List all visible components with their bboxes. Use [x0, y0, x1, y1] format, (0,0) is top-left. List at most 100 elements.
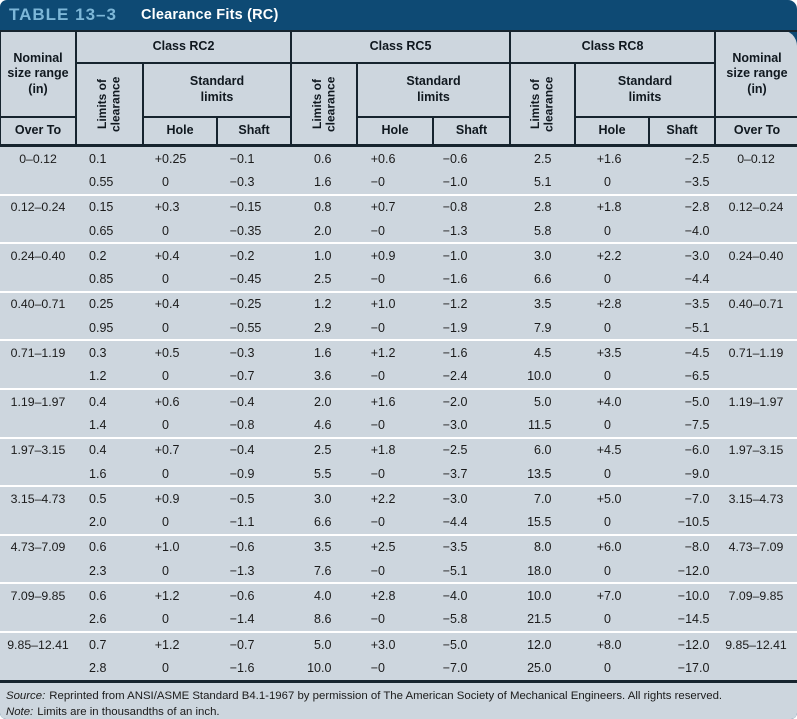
value-cell-rc5-clearance: 4.6 — [291, 413, 357, 436]
number: 0 — [604, 320, 611, 335]
number: 0 — [604, 223, 611, 238]
value-cell-rc5-shaft: −2.4 — [433, 365, 510, 388]
value-cell-rc5-hole: +2.8 — [357, 584, 433, 607]
number: −0.3 — [229, 174, 255, 189]
value-cell-rc8-hole: 0 — [575, 413, 649, 436]
number: −2.0 — [442, 394, 468, 409]
value-cell-rc5-clearance: 4.0 — [291, 584, 357, 607]
value-cell-rc8-clearance: 10.0 — [510, 365, 575, 388]
number: 0.4 — [89, 394, 107, 409]
number: 0.7 — [89, 637, 107, 652]
number: 0.85 — [89, 272, 114, 287]
number: −0 — [370, 174, 385, 189]
value-cell-rc2-hole: +0.4 — [143, 244, 217, 267]
value-cell-rc8-hole: 0 — [575, 462, 649, 485]
source-line: Source: Reprinted from ANSI/ASME Standard… — [6, 688, 789, 704]
range-right-cell: 0.40–0.71 — [728, 297, 784, 312]
number: 1.6 — [314, 346, 332, 361]
number: −0 — [370, 369, 385, 384]
value-cell-rc8-clearance: 5.8 — [510, 219, 575, 242]
number: −3.5 — [684, 174, 710, 189]
number: −1.0 — [442, 174, 468, 189]
value-cell-rc5-clearance: 8.6 — [291, 608, 357, 631]
value-cell-rc8-shaft: −3.0 — [649, 244, 715, 267]
number: 0 — [604, 612, 611, 627]
number: 1.4 — [89, 417, 107, 432]
value-cell-rc8-clearance: 7.0 — [510, 487, 575, 510]
value-cell-rc8-hole: 0 — [575, 510, 649, 533]
value-cell-rc5-shaft: −0.8 — [433, 196, 510, 219]
number: −7.0 — [442, 660, 468, 675]
table-footer: Source: Reprinted from ANSI/ASME Standard… — [0, 683, 797, 719]
number: 0.65 — [89, 223, 114, 238]
value-cell-rc2-shaft: −0.5 — [217, 487, 291, 510]
value-cell-rc8-shaft: −5.0 — [649, 390, 715, 413]
value-cell-rc8-shaft: −10.0 — [649, 584, 715, 607]
number: −3.7 — [442, 466, 468, 481]
number: 21.5 — [527, 612, 552, 627]
range-left-cell: 0.71–1.19 — [10, 346, 66, 361]
header-nominal-right-label: Nominal size range (in) — [726, 50, 788, 96]
number: 2.0 — [89, 515, 107, 530]
header-class-rc8: Class RC8 — [511, 32, 716, 64]
value-cell-rc2-shaft: −0.2 — [217, 244, 291, 267]
number: −17.0 — [677, 660, 710, 675]
value-cell-rc2-shaft: −0.3 — [217, 341, 291, 364]
number: −0 — [370, 417, 385, 432]
value-cell-rc5-clearance: 2.0 — [291, 390, 357, 413]
number: 0 — [604, 660, 611, 675]
value-cell-rc2-hole: 0 — [143, 365, 217, 388]
value-cell-rc5-hole: −0 — [357, 656, 433, 679]
number: 0 — [604, 466, 611, 481]
range-left-cell: 0.24–0.40 — [10, 248, 66, 263]
number: 0 — [604, 417, 611, 432]
number: +1.2 — [154, 588, 180, 603]
value-cell-rc5-hole: −0 — [357, 608, 433, 631]
value-cell-rc8-shaft: −8.0 — [649, 536, 715, 559]
number: 0.8 — [314, 200, 332, 215]
value-cell-rc5-hole: −0 — [357, 316, 433, 339]
value-cell-rc5-clearance: 2.9 — [291, 316, 357, 339]
number: −5.0 — [684, 394, 710, 409]
standard-limits-label: Standard limits — [617, 74, 673, 104]
header-over-to-left: Over To — [1, 118, 77, 144]
number: −0.25 — [229, 297, 262, 312]
range-right-cell: 0–0.12 — [737, 151, 775, 166]
number: +1.8 — [370, 443, 396, 458]
number: +2.8 — [596, 297, 622, 312]
value-cell-rc8-clearance: 8.0 — [510, 536, 575, 559]
number: 2.0 — [314, 394, 332, 409]
number: 0 — [162, 466, 169, 481]
value-cell-rc5-clearance: 3.0 — [291, 487, 357, 510]
number: +2.2 — [596, 248, 622, 263]
value-cell-rc8-clearance: 6.6 — [510, 267, 575, 290]
header-class-rc2: Class RC2 — [77, 32, 292, 64]
value-cell-rc5-hole: −0 — [357, 559, 433, 582]
value-cell-rc2-clearance: 0.6 — [76, 536, 143, 559]
value-cell-rc2-shaft: −0.8 — [217, 413, 291, 436]
value-cell-rc5-clearance: 0.6 — [291, 147, 357, 170]
range-left-cell: 1.19–1.97 — [10, 394, 66, 409]
number: −9.0 — [684, 466, 710, 481]
value-cell-rc2-clearance: 0.4 — [76, 439, 143, 462]
note-line: Note: Limits are in thousandths of an inc… — [6, 704, 789, 719]
number: 3.0 — [314, 491, 332, 506]
value-cell-rc5-shaft: −1.6 — [433, 267, 510, 290]
number: 1.6 — [314, 174, 332, 189]
number: +4.5 — [596, 443, 622, 458]
value-cell-rc8-clearance: 25.0 — [510, 656, 575, 679]
value-cell-rc8-shaft: −2.8 — [649, 196, 715, 219]
number: 0.6 — [89, 540, 107, 555]
number: +0.5 — [154, 346, 180, 361]
value-cell-rc5-shaft: −7.0 — [433, 656, 510, 679]
value-cell-rc5-hole: −0 — [357, 267, 433, 290]
value-cell-rc5-hole: +2.2 — [357, 487, 433, 510]
header-hole-rc5: Hole — [358, 118, 434, 144]
value-cell-rc5-hole: −0 — [357, 413, 433, 436]
number: −0.4 — [229, 443, 255, 458]
value-cell-rc5-clearance: 2.5 — [291, 267, 357, 290]
value-cell-rc2-clearance: 0.3 — [76, 341, 143, 364]
number: −1.6 — [442, 272, 468, 287]
number: 0 — [162, 320, 169, 335]
number: −0.6 — [442, 151, 468, 166]
